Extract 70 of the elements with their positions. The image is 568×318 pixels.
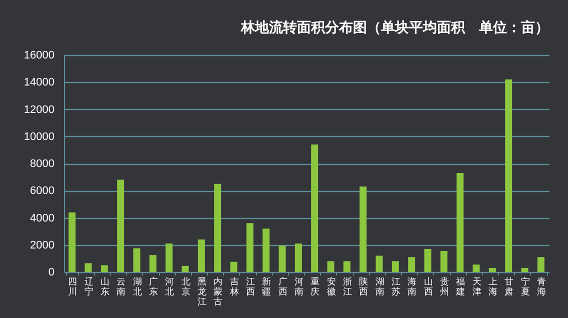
x-tick-label: 广东 xyxy=(148,276,158,298)
y-tick-label: 0 xyxy=(48,266,54,278)
bar xyxy=(262,228,270,272)
bar xyxy=(537,257,544,272)
bar xyxy=(505,79,512,272)
x-tick-label: 甘肃 xyxy=(504,276,514,298)
x-tick-label: 宁夏 xyxy=(520,276,530,298)
x-tick-label: 福建 xyxy=(455,276,466,298)
x-tick-label: 河北 xyxy=(165,276,174,298)
bar xyxy=(376,256,383,272)
x-tick-label: 四川 xyxy=(68,278,78,298)
y-tick-label: 16000 xyxy=(24,50,54,62)
bar xyxy=(214,184,222,272)
bar xyxy=(392,261,399,272)
bar xyxy=(182,266,189,272)
x-tick-label: 湖南 xyxy=(375,276,384,298)
x-tick-label: 天津 xyxy=(472,276,482,298)
x-tick-label: 广西 xyxy=(278,276,288,298)
bar xyxy=(343,261,350,272)
x-tick-label: 上海 xyxy=(488,276,498,298)
bar xyxy=(488,268,496,272)
bar xyxy=(166,244,173,272)
bar xyxy=(246,223,254,272)
x-tick-label: 青海 xyxy=(536,276,546,298)
x-tick-label: 江西 xyxy=(246,276,255,298)
bar xyxy=(521,268,528,272)
bar xyxy=(133,248,140,272)
bar xyxy=(149,255,156,272)
x-tick-label: 江苏 xyxy=(391,276,400,298)
bar xyxy=(100,265,108,272)
x-tick-label: 安徽 xyxy=(326,276,336,298)
x-tick-label: 浙江 xyxy=(342,276,352,298)
y-tick-label: 6000 xyxy=(30,185,54,198)
y-tick-label: 12000 xyxy=(24,104,54,116)
bar xyxy=(424,248,432,272)
chart-title: 林地流转面积分布图（单块平均面积 单位：亩） xyxy=(240,19,549,36)
x-tick-label: 内蒙古 xyxy=(214,276,223,308)
bar xyxy=(84,263,92,272)
x-tick-label: 贵州 xyxy=(440,276,449,298)
bar xyxy=(440,250,448,272)
x-tick-label: 海南 xyxy=(408,276,417,298)
x-tick-label: 新疆 xyxy=(262,276,272,298)
bar xyxy=(456,172,464,272)
bar xyxy=(327,261,334,272)
bar xyxy=(198,239,205,272)
x-tick-label: 黑龙江 xyxy=(197,276,206,308)
x-tick-label: 山东 xyxy=(100,276,110,298)
x-tick-label: 河南 xyxy=(294,276,304,298)
x-tick-label: 湖北 xyxy=(132,276,142,298)
bar xyxy=(278,246,286,272)
x-tick-label: 陕西 xyxy=(359,276,368,298)
x-tick-label: 北京 xyxy=(181,276,190,298)
bar xyxy=(294,244,302,272)
x-tick-label: 山西 xyxy=(424,276,433,298)
bar xyxy=(360,186,367,272)
bar xyxy=(117,180,124,272)
y-tick-label: 10000 xyxy=(24,130,54,143)
bar xyxy=(230,262,238,272)
x-tick-label: 云南 xyxy=(116,278,126,298)
x-tick-label: 吉林 xyxy=(228,276,239,298)
y-tick-label: 2000 xyxy=(30,239,54,252)
bar xyxy=(68,212,76,272)
y-tick-label: 8000 xyxy=(30,158,54,170)
bar xyxy=(311,144,318,272)
x-tick-label: 重庆 xyxy=(310,276,320,298)
x-tick-label: 辽宁 xyxy=(84,276,94,298)
bar xyxy=(472,264,480,272)
bar xyxy=(408,257,416,272)
y-tick-label: 14000 xyxy=(24,76,54,89)
y-tick-label: 4000 xyxy=(30,212,54,224)
